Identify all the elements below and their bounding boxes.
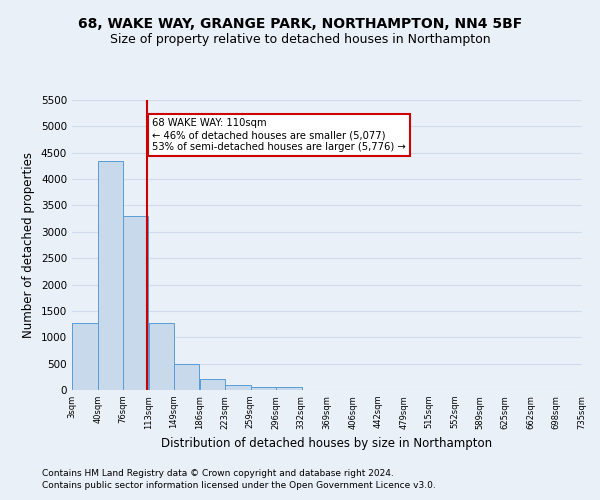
Bar [123, 216, 148, 390]
Bar [277, 387, 302, 390]
Bar [72, 323, 98, 390]
Text: 68, WAKE WAY, GRANGE PARK, NORTHAMPTON, NN4 5BF: 68, WAKE WAY, GRANGE PARK, NORTHAMPTON, … [78, 18, 522, 32]
Text: Contains HM Land Registry data © Crown copyright and database right 2024.: Contains HM Land Registry data © Crown c… [42, 468, 394, 477]
Y-axis label: Number of detached properties: Number of detached properties [22, 152, 35, 338]
Text: Size of property relative to detached houses in Northampton: Size of property relative to detached ho… [110, 32, 490, 46]
Bar [98, 161, 124, 390]
Bar [149, 322, 174, 390]
Text: 68 WAKE WAY: 110sqm
← 46% of detached houses are smaller (5,077)
53% of semi-det: 68 WAKE WAY: 110sqm ← 46% of detached ho… [152, 118, 406, 152]
Bar [251, 386, 276, 390]
X-axis label: Distribution of detached houses by size in Northampton: Distribution of detached houses by size … [161, 437, 493, 450]
Text: Contains public sector information licensed under the Open Government Licence v3: Contains public sector information licen… [42, 481, 436, 490]
Bar [200, 378, 225, 390]
Bar [174, 364, 199, 390]
Bar [226, 386, 251, 390]
